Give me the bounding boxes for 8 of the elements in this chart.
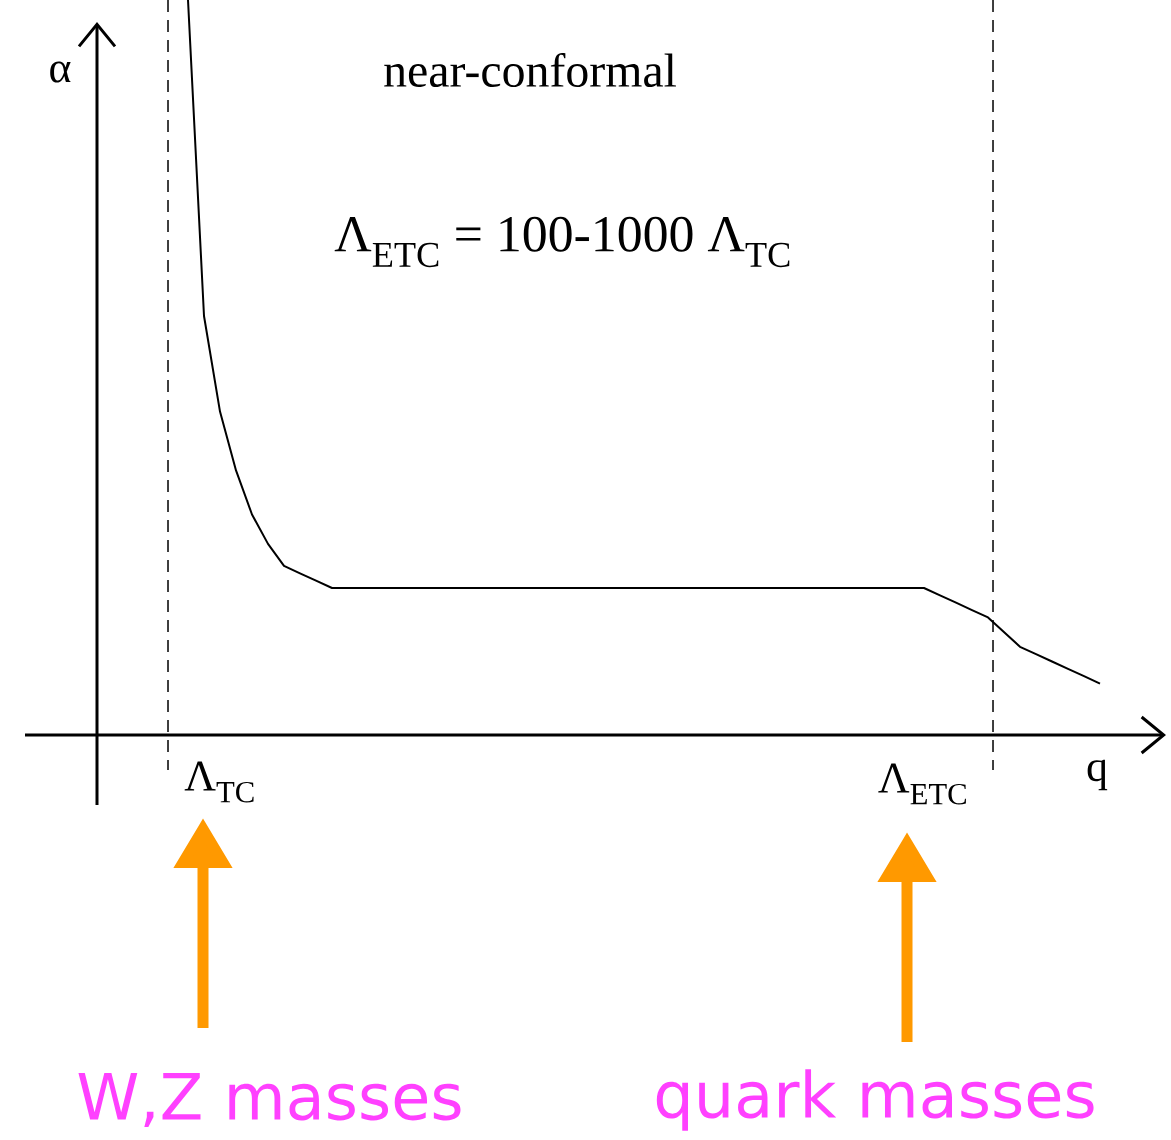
x-axis-title: q (1087, 759, 1108, 791)
text: quark masses (656, 1069, 1094, 1131)
text: W,Z masses (78, 1073, 461, 1127)
text: Λ$_{ETC}$ (878, 763, 966, 805)
annotation: Λ$_{ETC}$ = 100-1000 Λ$_{TC}$ (334, 216, 790, 268)
annotation: near-conformal (384, 52, 676, 88)
y-axis-title: α (50, 61, 71, 83)
text: Λ$_{TC}$ (184, 761, 254, 803)
